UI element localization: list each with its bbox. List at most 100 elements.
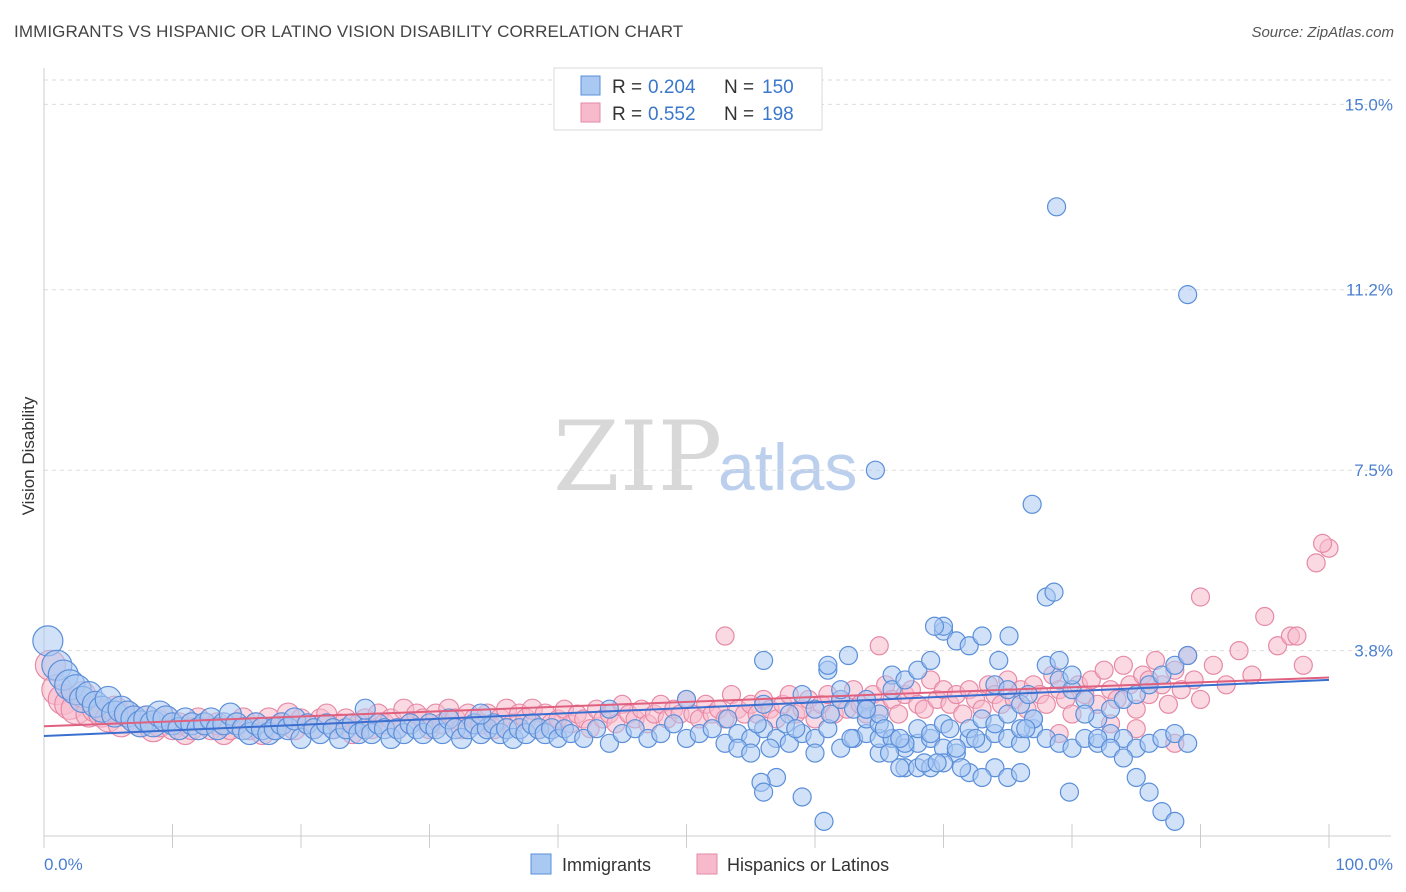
immigrants-point (989, 650, 1009, 671)
immigrants-point (874, 719, 894, 739)
legend-n-label-2: N = (724, 104, 754, 125)
immigrants-point (924, 616, 945, 636)
hispanics-point (1126, 719, 1146, 739)
legend-r-value-1: 0.204 (648, 77, 696, 98)
immigrants-point (805, 743, 825, 763)
immigrants-point (1113, 748, 1134, 768)
hispanics-point (1190, 689, 1211, 710)
watermark-zip: ZIP (553, 401, 722, 513)
hispanics-point (1158, 694, 1178, 714)
trend-lines (43, 676, 1330, 738)
immigrants-point (1165, 811, 1185, 831)
immigrants-point (890, 758, 910, 778)
hispanics-point (1287, 626, 1307, 646)
hispanics-point (921, 670, 941, 690)
hispanics-point (1312, 533, 1333, 553)
hispanics-point (1229, 641, 1249, 661)
hispanics-point (1113, 655, 1134, 675)
y-tick-label: 11.2% (1346, 281, 1393, 300)
hispanics-point (1255, 606, 1275, 627)
immigrants-point (676, 689, 697, 710)
hispanics-point (888, 704, 909, 724)
immigrants-point (741, 743, 761, 763)
immigrants-point (625, 719, 645, 739)
immigrants-point (959, 636, 979, 656)
legend-swatch-blue (580, 75, 601, 96)
legend-n-label-1: N = (724, 77, 754, 98)
immigrants-point (895, 670, 915, 690)
y-tick-label: 7.5% (1354, 461, 1393, 480)
hispanics-point (1190, 587, 1211, 607)
x-tick-label-min: 0.0% (44, 855, 83, 874)
axes (43, 68, 1391, 837)
source-credit: Source: ZipAtlas.com (1251, 24, 1394, 41)
trend-line-hispanics (43, 676, 1330, 728)
watermark: ZIP atlas (553, 401, 857, 513)
immigrants-point (1062, 738, 1082, 758)
immigrants-point (921, 723, 941, 744)
gridlines (44, 79, 1391, 652)
immigrants-point (972, 626, 992, 646)
immigrants-point (818, 655, 838, 675)
legend-n-value-1: 150 (762, 77, 794, 98)
immigrants-point (1046, 197, 1067, 217)
immigrants-point (1088, 728, 1108, 749)
y-axis-label: Vision Disability (19, 396, 38, 515)
immigrants-point (927, 753, 947, 773)
legend-r-label-2: R = (612, 104, 642, 125)
immigrants-point (1100, 738, 1121, 758)
hispanics-point (1036, 694, 1056, 714)
hispanics-point (1306, 553, 1326, 573)
immigrants-point (838, 645, 859, 666)
legend-n-value-2: 198 (762, 104, 794, 125)
y-tick-label: 3.8% (1354, 642, 1393, 661)
immigrants-point (753, 782, 774, 802)
immigrants-point (651, 723, 671, 744)
immigrants-point (1062, 665, 1082, 685)
immigrants-point (890, 728, 910, 749)
immigrants-point (946, 738, 966, 758)
immigrants-point (831, 680, 851, 700)
legend-immigrants-swatch (530, 853, 552, 875)
series-immigrants-points (32, 197, 1198, 831)
hispanics-point (1203, 655, 1223, 675)
legend-immigrants-label: Immigrants (562, 855, 651, 875)
immigrants-point (1100, 699, 1121, 719)
hispanics-point (1267, 636, 1288, 656)
immigrants-point (1113, 728, 1134, 749)
y-tick-label: 15.0% (1345, 95, 1393, 114)
immigrants-point (972, 767, 992, 788)
immigrants-point (1049, 650, 1069, 671)
immigrants-point (814, 811, 834, 831)
immigrants-point (856, 699, 877, 719)
legend-hispanics-swatch (696, 853, 718, 875)
immigrants-point (940, 719, 960, 739)
immigrants-point (1059, 782, 1080, 802)
immigrants-point (879, 743, 900, 763)
y-tick-labels: 3.8% 7.5% 11.2% 15.0% (1345, 95, 1393, 660)
legend-r-label-1: R = (612, 77, 642, 98)
hispanics-point (1293, 655, 1313, 675)
hispanics-point (914, 699, 934, 719)
legend-hispanics-label: Hispanics or Latinos (727, 855, 889, 875)
legend-series: Immigrants Hispanics or Latinos (530, 853, 889, 875)
immigrants-point (966, 728, 986, 749)
immigrants-point (1126, 767, 1146, 788)
immigrants-point (760, 738, 780, 758)
hispanics-point (1094, 660, 1114, 680)
immigrants-point (470, 703, 492, 725)
legend-r-value-2: 0.552 (648, 104, 696, 125)
immigrants-point (998, 704, 1018, 724)
immigrants-point (792, 684, 812, 705)
immigrants-point (1010, 762, 1031, 783)
hispanics-point (715, 626, 735, 646)
chart-title: IMMIGRANTS VS HISPANIC OR LATINO VISION … (14, 22, 684, 41)
immigrants-point (1016, 719, 1036, 739)
immigrants-point (985, 714, 1005, 734)
x-ticks (43, 824, 1330, 848)
immigrants-point (1044, 582, 1064, 602)
legend-swatch-pink (580, 102, 601, 123)
immigrants-point (999, 626, 1019, 646)
immigrants-point (747, 714, 767, 734)
